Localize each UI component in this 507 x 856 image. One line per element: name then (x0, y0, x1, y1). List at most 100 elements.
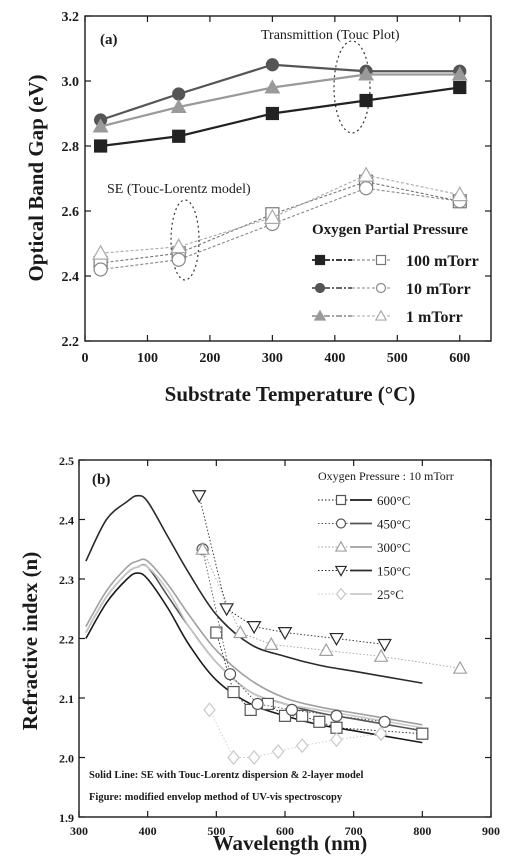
tick-labels: 300 400 500 600 700 800 900 1.9 2.0 2.1 2.2 2.3 2.4 2… (59, 454, 500, 838)
legend: 600°C 450°C 300°C 150°C 25°C (318, 493, 410, 602)
data-point (359, 93, 373, 108)
x-tick-label: 700 (345, 824, 363, 838)
y-tick-label: 2.2 (59, 633, 74, 647)
data-point (203, 702, 216, 718)
legend-item: 450°C (318, 517, 410, 532)
series-se-1-mtorr (92, 166, 469, 260)
data-point (171, 252, 186, 267)
legend-marker (335, 518, 347, 529)
legend-label: 25°C (377, 587, 404, 602)
x-axis-title: Wavelength (nm) (213, 831, 368, 855)
legend-item: 600°C (318, 493, 410, 508)
note-figure: Figure: modified envelop method of UV-vi… (89, 792, 343, 803)
data-point (357, 166, 375, 182)
plot-frame (84, 15, 492, 342)
data-point (210, 626, 223, 639)
legend-label: 10 mTorr (406, 281, 471, 298)
legend-marker (313, 309, 327, 321)
points-150c (191, 490, 392, 653)
data-point (453, 80, 467, 95)
data-point (170, 98, 187, 114)
legend-item: 100 mTorr (312, 253, 479, 270)
legend-marker (314, 282, 326, 294)
x-tick-label: 300 (70, 824, 88, 838)
data-point (358, 181, 374, 196)
x-tick-label: 400 (139, 824, 157, 838)
data-point (295, 738, 309, 754)
data-point (330, 709, 343, 722)
data-point (330, 721, 343, 734)
points-connector (202, 549, 385, 723)
data-point (318, 642, 334, 656)
points-25c (203, 702, 388, 766)
data-point (378, 715, 391, 728)
data-point (247, 749, 261, 766)
data-point (263, 636, 279, 651)
legend-label: 150°C (377, 564, 410, 579)
series-transmission-100-mtorr (94, 80, 467, 153)
data-point (264, 79, 281, 94)
data-point (265, 58, 279, 72)
fit-curves (85, 494, 423, 744)
data-point (93, 262, 108, 277)
data-point (358, 66, 375, 81)
legend-marker (335, 587, 347, 601)
x-tick-label: 800 (413, 824, 431, 838)
data-point (452, 660, 468, 674)
legend-title: Oxygen Partial Pressure (312, 222, 468, 238)
data-point (416, 727, 429, 740)
data-point (373, 648, 389, 662)
data-point (170, 238, 188, 254)
legend-marker (314, 254, 326, 266)
highlight-ellipses (170, 40, 371, 281)
data-point (296, 709, 309, 722)
y-tick-label: 3.0 (62, 75, 80, 90)
refractive-index-chart: 300 400 500 600 700 800 900 1.9 2.0 2.1 2.2 2.3 2.4 2… (18, 454, 500, 855)
data-point (195, 541, 210, 555)
x-tick-label: 100 (137, 351, 158, 366)
data-point (451, 66, 468, 81)
points-600c (210, 626, 429, 740)
annotation-transmission: Transmittion (Touc Plot) (261, 28, 400, 43)
points-300c (195, 541, 468, 674)
data-point (92, 118, 109, 133)
legend-item: 10 mTorr (312, 281, 471, 298)
legend-label: 600°C (377, 493, 410, 508)
data-point (374, 726, 388, 742)
panel-label: (a) (100, 32, 118, 48)
data-point (92, 244, 110, 260)
legend-marker (335, 494, 347, 506)
legend-item: 1 mTorr (312, 309, 463, 326)
y-tick-label: 2.6 (62, 205, 80, 220)
points-450c (196, 543, 391, 728)
legend-label: 450°C (377, 517, 410, 532)
legend-item: 150°C (318, 564, 410, 579)
data-point (329, 632, 344, 647)
y-tick-label: 2.4 (62, 270, 80, 285)
points-connector (209, 709, 382, 758)
data-point (219, 603, 234, 617)
data-point (277, 626, 293, 641)
legend-title: Oxygen Pressure : 10 mTorr (318, 469, 454, 483)
series-group (92, 58, 469, 277)
fit-curve-25c (85, 564, 423, 729)
panel-label: (b) (92, 472, 110, 488)
tick-labels: 0 100 200 300 400 500 600 2.2 2.4 2.6 2.8 3.0 3.2 (62, 10, 471, 366)
band-gap-chart: 0 100 200 300 400 500 600 2.2 2.4 2.6 2.8 3.0 3.2 (a… (24, 10, 492, 406)
highlight-ellipse-se (170, 199, 200, 281)
legend-item: 300°C (318, 540, 410, 555)
data-point (263, 208, 281, 224)
data-point (251, 697, 264, 711)
data-point (233, 624, 248, 639)
data-point (191, 490, 207, 504)
y-tick-label: 2.2 (62, 335, 80, 350)
fit-curve-300c (85, 558, 423, 726)
series-transmission-10-mtorr (94, 58, 467, 127)
fit-curve-600c (85, 572, 423, 744)
series-transmission-1-mtorr (92, 66, 468, 133)
highlight-ellipse-transmission (333, 40, 371, 134)
x-tick-label: 600 (449, 351, 470, 366)
y-tick-label: 3.2 (62, 10, 80, 25)
y-tick-label: 2.3 (59, 573, 74, 587)
